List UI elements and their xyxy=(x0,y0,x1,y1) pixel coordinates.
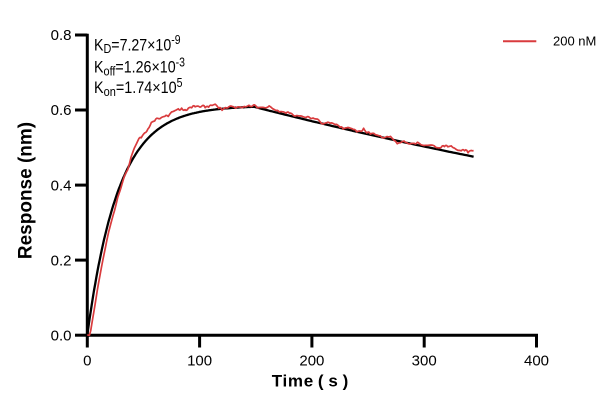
svg-text:Time ( s ): Time ( s ) xyxy=(272,372,349,391)
svg-text:0.8: 0.8 xyxy=(51,27,72,44)
svg-text:200: 200 xyxy=(299,353,324,370)
svg-text:0.2: 0.2 xyxy=(51,252,72,269)
svg-text:0.4: 0.4 xyxy=(51,177,72,194)
svg-text:200 nM: 200 nM xyxy=(553,34,596,49)
svg-text:100: 100 xyxy=(187,353,212,370)
svg-text:400: 400 xyxy=(524,353,549,370)
svg-text:Kon=1.74×105: Kon=1.74×105 xyxy=(94,76,183,99)
svg-text:Response (nm): Response (nm) xyxy=(16,122,37,259)
svg-text:0.6: 0.6 xyxy=(51,102,72,119)
svg-text:0.0: 0.0 xyxy=(51,327,72,344)
svg-text:Koff=1.26×10-3: Koff=1.26×10-3 xyxy=(94,55,185,78)
svg-text:300: 300 xyxy=(412,353,437,370)
svg-text:0: 0 xyxy=(83,353,91,370)
svg-text:KD=7.27×10-9: KD=7.27×10-9 xyxy=(94,33,181,56)
